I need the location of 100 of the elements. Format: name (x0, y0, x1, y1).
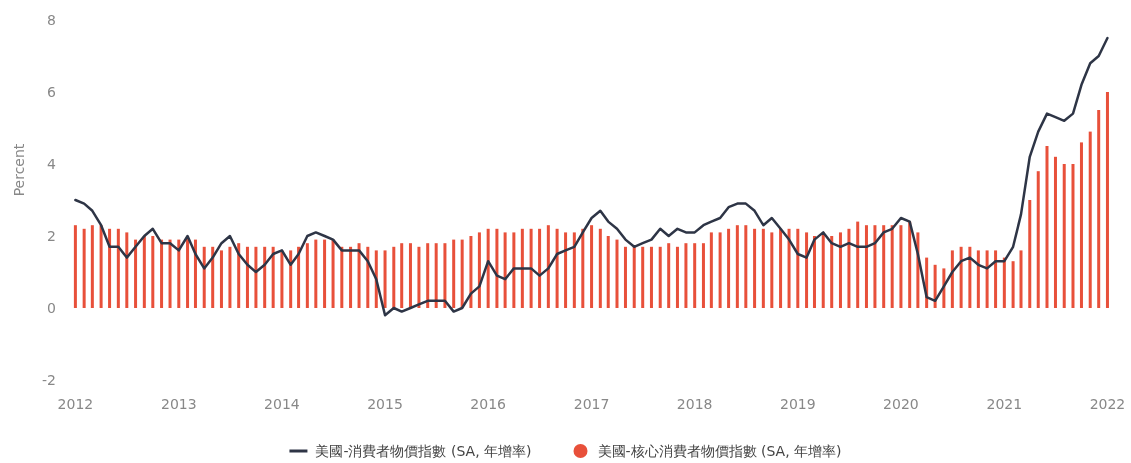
bar (237, 243, 241, 308)
bar (125, 232, 129, 308)
bar (856, 221, 860, 308)
bar (151, 236, 155, 308)
bar (1045, 146, 1049, 308)
bar (787, 228, 791, 308)
bar (1097, 110, 1101, 308)
bar (805, 232, 809, 308)
bar (770, 232, 774, 308)
x-tick-label: 2013 (160, 396, 197, 412)
bar (219, 250, 223, 308)
y-tick-label: 4 (47, 156, 57, 172)
bar (590, 225, 594, 308)
bar (245, 246, 249, 308)
bar (555, 228, 559, 308)
bar (503, 232, 507, 308)
bar (606, 236, 610, 308)
bar (667, 243, 671, 308)
bar (90, 225, 94, 308)
bar (512, 232, 516, 308)
bar (82, 228, 86, 308)
bar (99, 225, 103, 308)
bar (116, 228, 120, 308)
bar (753, 228, 757, 308)
bar (821, 232, 825, 308)
bar (340, 246, 344, 308)
bar (160, 239, 164, 308)
bar (289, 250, 293, 308)
bar (701, 243, 705, 308)
bar (718, 232, 722, 308)
bar (495, 228, 499, 308)
bar (211, 246, 215, 308)
bar (641, 246, 645, 308)
bar (108, 228, 112, 308)
bar (434, 243, 438, 308)
bar (882, 225, 886, 308)
bar (735, 225, 739, 308)
bar (193, 239, 197, 308)
bar (538, 228, 542, 308)
bar (271, 246, 275, 308)
bar (529, 228, 533, 308)
bar (314, 239, 318, 308)
bar (1028, 200, 1032, 308)
bar (796, 228, 800, 308)
bar (469, 236, 473, 308)
bar (830, 236, 834, 308)
bar (933, 264, 937, 308)
bar (581, 228, 585, 308)
bar (598, 228, 602, 308)
bar (452, 239, 456, 308)
bar (1036, 171, 1040, 308)
bar (976, 250, 980, 308)
x-tick-label: 2017 (573, 396, 610, 412)
bar (254, 246, 258, 308)
bar (761, 228, 765, 308)
bar (486, 228, 490, 308)
bar (693, 243, 697, 308)
bar (331, 239, 335, 308)
y-tick-label: 0 (47, 300, 56, 316)
legend-label: 美國-核心消費者物價指數 (SA, 年增率) (597, 443, 842, 459)
bar (305, 243, 309, 308)
x-tick-label: 2016 (470, 396, 507, 412)
bar (623, 246, 627, 308)
y-tick-label: 6 (47, 84, 57, 100)
bar (297, 246, 301, 308)
bar (186, 236, 190, 308)
bar (985, 250, 989, 308)
line-series (74, 36, 1109, 317)
bar (873, 225, 877, 308)
bar (392, 246, 396, 308)
bar (202, 246, 206, 308)
bar (744, 225, 748, 308)
bar (323, 239, 327, 308)
bar (564, 232, 568, 308)
bar (73, 225, 77, 308)
bar (228, 246, 232, 308)
bar (727, 228, 731, 308)
bar (357, 243, 361, 308)
bar (417, 246, 421, 308)
bar (1088, 131, 1092, 308)
bar (908, 221, 912, 308)
bar (134, 239, 138, 308)
x-tick-label: 2021 (986, 396, 1023, 412)
bar (280, 250, 284, 308)
x-tick-label: 2018 (676, 396, 713, 412)
bar (349, 246, 353, 308)
bar (709, 232, 713, 308)
legend-label: 美國-消費者物價指數 (SA, 年增率) (315, 443, 532, 459)
bar (959, 246, 963, 308)
bar (1002, 257, 1006, 308)
bar (142, 236, 146, 308)
y-tick-label: 2 (47, 228, 56, 244)
bar (366, 246, 370, 308)
bar (779, 228, 783, 308)
bar (477, 232, 481, 308)
x-tick-label: 2015 (367, 396, 403, 412)
bar (838, 232, 842, 308)
bar (812, 236, 816, 308)
x-tick-label: 2014 (264, 396, 300, 412)
bar (1011, 261, 1015, 308)
